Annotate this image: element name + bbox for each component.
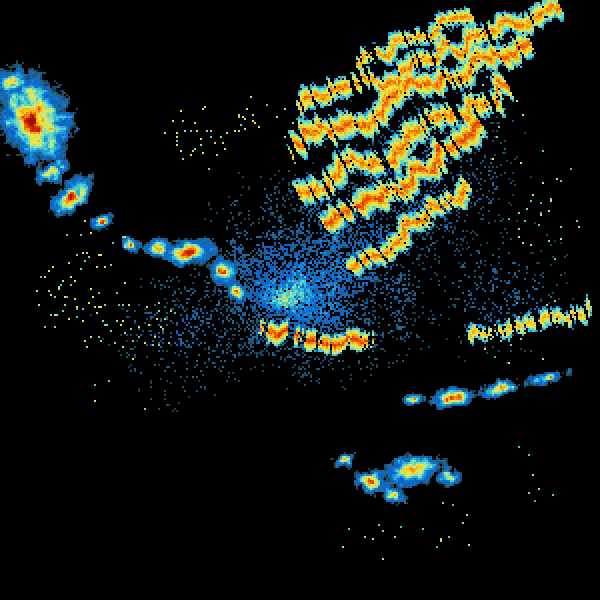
radar-display: Weather Radar Reflectivity Composite Bas… bbox=[0, 0, 600, 600]
radar-reflectivity-canvas bbox=[0, 0, 600, 600]
